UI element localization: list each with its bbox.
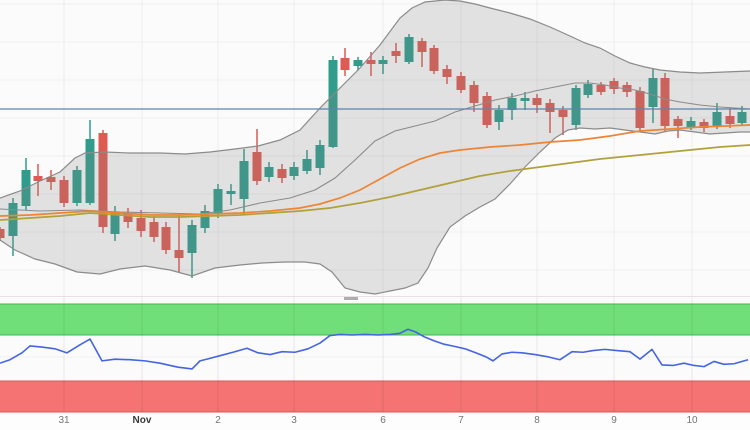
candle-body (110, 212, 120, 234)
candle-body (378, 60, 388, 64)
candle-body (174, 250, 184, 258)
candle-body (366, 60, 376, 64)
indicator-label-artifact (344, 297, 358, 300)
candle-body (340, 58, 350, 70)
candle-body (609, 81, 619, 89)
candle-body (391, 51, 401, 56)
candle-body (417, 41, 427, 52)
price-panel[interactable] (0, 0, 750, 296)
candle-body (660, 78, 670, 126)
oversold-band (0, 381, 750, 412)
candle-body (239, 161, 249, 199)
candle-body (429, 48, 439, 71)
rsi-panel[interactable] (0, 296, 750, 414)
candle-body (469, 85, 479, 103)
candle-body (571, 88, 581, 125)
candle-body (482, 96, 492, 125)
x-axis-label: 31 (58, 415, 70, 426)
x-axis-label: 3 (291, 415, 297, 426)
candle-body (725, 116, 735, 124)
candle-body (520, 98, 530, 101)
candle-body (545, 103, 555, 112)
candle-body (200, 211, 210, 228)
candle-body (252, 152, 262, 181)
candle-body (558, 110, 568, 117)
candle-body (737, 112, 747, 123)
bollinger-fill (0, 0, 750, 294)
candle-body (0, 229, 5, 238)
x-axis-label: Nov (132, 415, 152, 426)
x-axis-label: 9 (611, 415, 617, 426)
x-axis-label: 8 (534, 415, 540, 426)
candle-body (226, 191, 236, 194)
candle-body (648, 78, 658, 107)
candle-body (33, 176, 43, 181)
candle-body (302, 159, 312, 171)
x-axis-label: 10 (686, 415, 698, 426)
candle-body (507, 98, 517, 110)
candle-body (136, 218, 146, 231)
candle-body (686, 121, 696, 127)
candle-body (161, 227, 171, 250)
candle-body (59, 180, 69, 203)
candle-body (149, 222, 159, 237)
x-axis-label: 2 (215, 415, 221, 426)
candle-body (532, 98, 542, 105)
candle-body (404, 37, 414, 62)
x-axis: 31 Nov 2 3 6 7 8 9 10 (0, 413, 750, 430)
candle-body (699, 122, 709, 128)
ma-slow-line (0, 144, 750, 221)
candle-body (187, 225, 197, 253)
candle-body (315, 145, 325, 168)
candle-body (85, 139, 95, 203)
candle-body (353, 60, 363, 66)
candle-body (596, 85, 606, 92)
candle-body (442, 69, 452, 77)
candle-body (98, 133, 108, 227)
candle-body (456, 76, 466, 90)
candle-body (264, 167, 274, 177)
candle-body (494, 110, 504, 122)
candle-body (72, 170, 82, 203)
x-axis-label: 7 (458, 415, 464, 426)
candle-body (123, 214, 133, 222)
candle-body (712, 112, 722, 127)
candle-body (277, 169, 287, 178)
bollinger-lower-line (0, 127, 750, 295)
x-axis-label: 6 (380, 415, 386, 426)
candle-body (673, 119, 683, 126)
candle-body (46, 177, 56, 182)
candle-body (289, 167, 299, 176)
candle-body (213, 189, 223, 214)
candle-body (583, 84, 593, 95)
bollinger-middle-line (0, 82, 750, 215)
ma-fast-line (0, 124, 750, 217)
bollinger-upper-line (0, 0, 750, 199)
rsi-line (0, 328, 749, 370)
overbought-band (0, 304, 750, 335)
candle-body (328, 60, 338, 147)
